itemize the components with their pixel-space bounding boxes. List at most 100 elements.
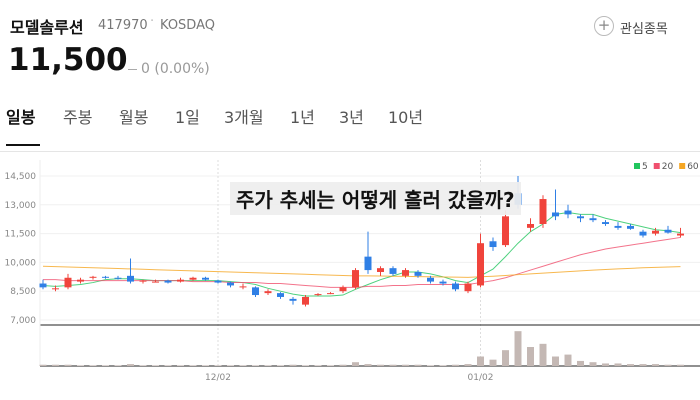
- volume-bar: [539, 343, 547, 366]
- legend-swatch: [653, 163, 660, 169]
- candle-body: [402, 270, 409, 276]
- volume-bar: [627, 364, 634, 366]
- candle-body: [64, 277, 72, 288]
- candle-body: [152, 281, 159, 283]
- volume-bar: [464, 364, 472, 366]
- candle-body: [364, 256, 372, 271]
- volume-bar: [314, 365, 322, 366]
- volume-bar: [564, 354, 572, 366]
- volume-bar: [527, 347, 534, 366]
- candle-body: [89, 276, 97, 278]
- candle-body: [502, 216, 509, 246]
- candle-body: [464, 283, 472, 292]
- volume-bar: [64, 364, 72, 366]
- legend-label: 5: [642, 162, 648, 172]
- volume-bar: [452, 364, 459, 366]
- volume-bar: [552, 356, 559, 366]
- candle-body: [214, 280, 222, 283]
- x-tick-label: 12/02: [205, 373, 231, 383]
- tab[interactable]: 월봉: [119, 108, 149, 127]
- ma-line: [42, 265, 681, 278]
- candle-body: [139, 280, 147, 282]
- volume-bar: [139, 365, 147, 366]
- candle-body: [202, 277, 209, 280]
- candle-body: [327, 293, 334, 295]
- tab[interactable]: 일봉: [6, 108, 36, 127]
- candle-body: [264, 291, 272, 294]
- candle-body: [52, 288, 59, 290]
- candle-body: [664, 229, 672, 233]
- divider: [0, 151, 700, 152]
- volume-bar: [514, 331, 522, 366]
- candle-body: [414, 272, 422, 276]
- price: 11,500: [8, 42, 128, 78]
- candle-body: [477, 243, 484, 286]
- market: KOSDAQ: [160, 18, 215, 33]
- tab[interactable]: 1년: [290, 108, 315, 127]
- candle-body: [564, 210, 572, 215]
- volume-bar: [77, 365, 84, 366]
- volume-bar: [214, 365, 222, 366]
- tab[interactable]: 10년: [388, 108, 424, 127]
- candle-body: [589, 218, 597, 221]
- ma-line: [43, 236, 681, 288]
- tab[interactable]: 주봉: [63, 108, 93, 127]
- candle-body: [539, 199, 547, 224]
- legend-swatch: [679, 163, 686, 169]
- volume-bar: [389, 364, 397, 366]
- volume-bar: [502, 350, 509, 366]
- candle-body: [577, 216, 584, 219]
- volume-bar: [664, 364, 672, 366]
- candle-body: [639, 231, 647, 236]
- candle-body: [102, 276, 109, 278]
- candle-body: [227, 282, 234, 286]
- volume-bar: [239, 365, 247, 366]
- volume-bar: [327, 365, 334, 366]
- y-tick-label: 14,500: [5, 172, 37, 182]
- volume-bar: [277, 365, 284, 366]
- volume-bar: [177, 365, 184, 366]
- legend-label: 20: [662, 162, 674, 172]
- candle-body: [389, 268, 397, 274]
- candle-body: [164, 280, 172, 283]
- candle-body: [314, 294, 322, 296]
- volume-bar: [602, 363, 609, 366]
- legend-swatch: [634, 163, 640, 169]
- ma-line: [42, 211, 681, 297]
- volume-bar: [189, 365, 197, 366]
- volume-bar: [164, 365, 172, 366]
- volume-bar: [402, 364, 409, 366]
- candle-body: [427, 277, 434, 282]
- volume-bar: [364, 364, 372, 366]
- volume-bar: [677, 364, 684, 366]
- watch-button[interactable]: 관심종목: [620, 22, 668, 37]
- candle-body: [289, 298, 297, 301]
- y-tick-label: 8,500: [10, 287, 36, 297]
- tab[interactable]: 3년: [339, 108, 364, 127]
- candle-body: [677, 233, 684, 236]
- candle-body: [189, 277, 197, 280]
- volume-bar: [52, 364, 59, 366]
- candle-body: [39, 283, 47, 288]
- volume-bar: [652, 364, 659, 366]
- volume-bar: [614, 363, 622, 366]
- volume-bar: [264, 365, 272, 366]
- y-tick-label: 13,000: [5, 201, 37, 211]
- tab[interactable]: 1일: [175, 108, 200, 127]
- candle-body: [177, 279, 184, 282]
- volume-bar: [577, 360, 584, 366]
- volume-bar: [289, 364, 297, 366]
- volume-bar: [589, 362, 597, 366]
- tab[interactable]: 3개월: [224, 108, 264, 127]
- candle-body: [339, 287, 347, 292]
- volume-bar: [114, 365, 122, 366]
- candle-body: [552, 212, 559, 217]
- candle-body: [439, 281, 447, 284]
- watch-icon[interactable]: +: [594, 16, 614, 36]
- volume-bar: [227, 365, 234, 366]
- volume-bar: [302, 365, 309, 366]
- candle-body: [114, 277, 122, 279]
- volume-bar: [339, 364, 347, 366]
- volume-bar: [489, 359, 497, 366]
